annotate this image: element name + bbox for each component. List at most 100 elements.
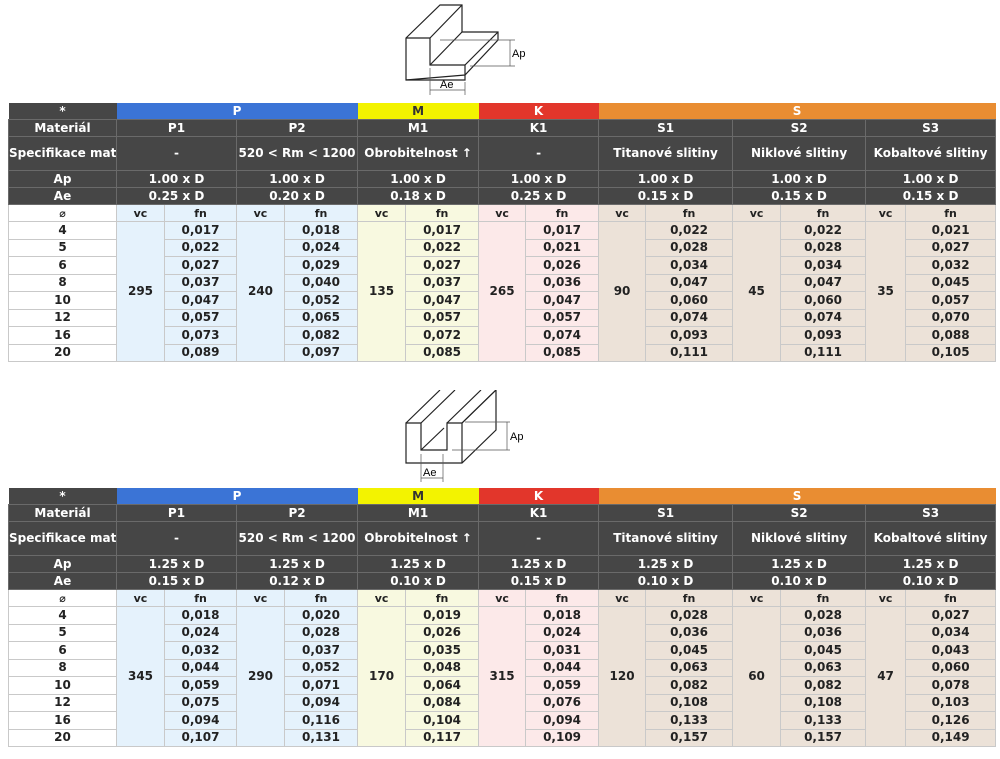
- fn-value: 0,043: [905, 641, 997, 660]
- fn-value: 0,047: [780, 273, 867, 292]
- vc-header: vc: [865, 204, 907, 222]
- ae-label: Ae: [423, 467, 436, 479]
- fn-value: 0,070: [905, 308, 997, 327]
- vc-value-K1: 265: [478, 221, 527, 362]
- material-name-S2: S2: [732, 504, 867, 522]
- vc-value-M1: 135: [357, 221, 407, 362]
- material-spec-S1: Titanové slitiny: [598, 521, 734, 556]
- fn-value: 0,028: [780, 238, 867, 257]
- fn-header: fn: [525, 589, 600, 607]
- diameter-cell: 8: [8, 273, 117, 292]
- fn-value: 0,071: [283, 676, 359, 695]
- material-ae-P1: 0.25 x D: [116, 187, 237, 205]
- material-spec-S2: Niklové slitiny: [732, 521, 867, 556]
- vc-value-K1: 315: [478, 606, 527, 747]
- fn-value: 0,075: [164, 693, 237, 712]
- fn-value: 0,034: [645, 256, 734, 275]
- fn-value: 0,107: [164, 728, 237, 747]
- ae-row-label: Ae: [8, 572, 117, 590]
- fn-value: 0,104: [405, 711, 480, 730]
- material-row-label: Materiál: [8, 504, 117, 522]
- table-row: 16 0,073 0,082 0,072 0,074 0,093 0,093 0,088: [8, 326, 997, 345]
- vc-value-M1: 170: [357, 606, 407, 747]
- material-ap-S3: 1.25 x D: [865, 555, 997, 573]
- fn-value: 0,048: [405, 658, 480, 677]
- fn-header: fn: [645, 589, 734, 607]
- material-spec-S2: Niklové slitiny: [732, 136, 867, 171]
- material-ae-M1: 0.10 x D: [357, 572, 480, 590]
- fn-value: 0,021: [525, 238, 600, 257]
- fn-header: fn: [405, 204, 480, 222]
- vc-header: vc: [732, 204, 782, 222]
- diameter-header: ⌀: [8, 204, 117, 222]
- diameter-cell: 6: [8, 641, 117, 660]
- vc-header: vc: [598, 204, 647, 222]
- fn-value: 0,036: [780, 623, 867, 642]
- diameter-cell: 4: [8, 606, 117, 625]
- vc-value-P2: 240: [236, 221, 285, 362]
- material-ae-K1: 0.25 x D: [478, 187, 600, 205]
- material-name-K1: K1: [478, 504, 600, 522]
- fn-header: fn: [905, 589, 997, 607]
- group-header-P: P: [116, 103, 358, 120]
- fn-value: 0,037: [283, 641, 359, 660]
- fn-header: fn: [780, 204, 867, 222]
- vc-value-S1: 120: [598, 606, 647, 747]
- fn-value: 0,133: [780, 711, 867, 730]
- material-ae-S3: 0.10 x D: [865, 572, 997, 590]
- table-row: 20 0,107 0,131 0,117 0,109 0,157 0,157 0,149: [8, 728, 997, 747]
- vc-header: vc: [236, 204, 285, 222]
- material-name-P1: P1: [116, 504, 237, 522]
- fn-header: fn: [405, 589, 480, 607]
- fn-value: 0,032: [905, 256, 997, 275]
- fn-value: 0,034: [905, 623, 997, 642]
- fn-value: 0,031: [525, 641, 600, 660]
- diameter-cell: 12: [8, 693, 117, 712]
- fn-value: 0,040: [283, 273, 359, 292]
- fn-value: 0,028: [780, 606, 867, 625]
- ae-label: Ae: [440, 79, 453, 91]
- group-header-M: M: [357, 103, 479, 120]
- fn-value: 0,057: [905, 291, 997, 310]
- fn-value: 0,063: [780, 658, 867, 677]
- fn-value: 0,017: [164, 221, 237, 240]
- fn-value: 0,024: [283, 238, 359, 257]
- material-spec-K1: -: [478, 136, 600, 171]
- fn-value: 0,027: [164, 256, 237, 275]
- fn-value: 0,131: [283, 728, 359, 747]
- fn-value: 0,059: [164, 676, 237, 695]
- fn-value: 0,027: [905, 606, 997, 625]
- material-ap-P2: 1.00 x D: [235, 170, 359, 188]
- vc-value-S3: 47: [865, 606, 907, 747]
- table-row: 5 0,024 0,028 0,026 0,024 0,036 0,036 0,034: [8, 623, 997, 642]
- slot-milling-diagram: Ap Ae: [405, 390, 523, 482]
- corner-cell: *: [8, 103, 117, 120]
- fn-value: 0,063: [645, 658, 734, 677]
- material-ap-S1: 1.25 x D: [598, 555, 734, 573]
- table-row: 12 0,075 0,094 0,084 0,076 0,108 0,108 0,103: [8, 693, 997, 712]
- material-ap-S2: 1.00 x D: [732, 170, 867, 188]
- fn-value: 0,022: [405, 238, 480, 257]
- vc-header: vc: [116, 204, 165, 222]
- diameter-cell: 16: [8, 711, 117, 730]
- fn-value: 0,019: [405, 606, 480, 625]
- fn-value: 0,036: [645, 623, 734, 642]
- spec-row-label: Specifikace mat.: [8, 136, 117, 171]
- fn-value: 0,157: [780, 728, 867, 747]
- fn-value: 0,094: [525, 711, 600, 730]
- fn-value: 0,060: [780, 291, 867, 310]
- fn-value: 0,045: [645, 641, 734, 660]
- fn-value: 0,103: [905, 693, 997, 712]
- table-row: 20 0,089 0,097 0,085 0,085 0,111 0,111 0,105: [8, 343, 997, 362]
- fn-value: 0,044: [525, 658, 600, 677]
- fn-value: 0,032: [164, 641, 237, 660]
- fn-value: 0,017: [525, 221, 600, 240]
- fn-value: 0,082: [283, 326, 359, 345]
- material-ap-S1: 1.00 x D: [598, 170, 734, 188]
- fn-value: 0,064: [405, 676, 480, 695]
- cutting-data-table-shoulder: * P M K S Materiál P1 P2 M1 K1 S1 S2 S3 Specifikace m…: [8, 103, 997, 362]
- material-spec-S3: Kobaltové slitiny: [865, 521, 997, 556]
- material-name-M1: M1: [357, 119, 480, 137]
- table-row: 8 0,044 0,052 0,048 0,044 0,063 0,063 0,060: [8, 658, 997, 677]
- diameter-cell: 5: [8, 623, 117, 642]
